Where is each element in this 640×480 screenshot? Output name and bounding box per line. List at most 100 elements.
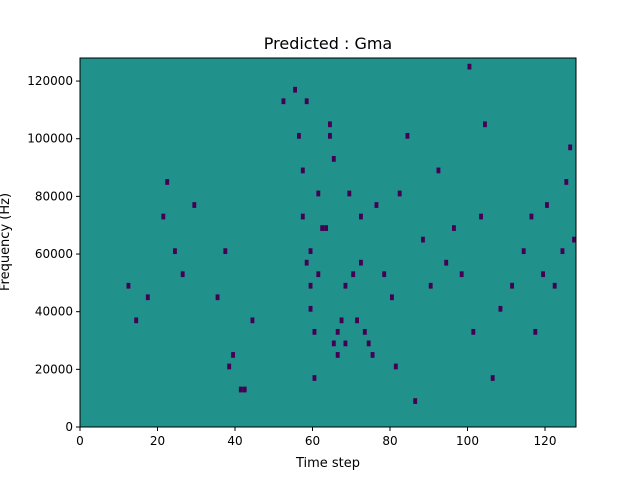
heatmap-cell xyxy=(266,98,270,105)
heatmap-cell xyxy=(293,86,297,93)
heatmap-cell xyxy=(362,328,367,335)
heatmap-cell xyxy=(328,132,332,139)
y-axis: 0 20000 40000 60000 80000 100000 120000 xyxy=(27,74,80,434)
heatmap-cell xyxy=(258,225,263,231)
heatmap-cell xyxy=(463,294,468,301)
y-tick-label: 120000 xyxy=(27,74,73,88)
heatmap-cell xyxy=(471,328,476,335)
heatmap-cell xyxy=(444,259,449,266)
heatmap-cell xyxy=(308,248,313,255)
plot-area xyxy=(79,57,577,428)
heatmap-cell xyxy=(281,213,286,220)
heatmap-cell xyxy=(165,179,170,185)
heatmap-cell xyxy=(312,271,317,278)
heatmap-cell xyxy=(564,179,569,185)
heatmap-cell xyxy=(169,363,173,370)
heatmap-cell xyxy=(331,156,336,162)
heatmap-cell xyxy=(324,305,328,312)
heatmap-cell xyxy=(467,63,472,70)
heatmap-cell xyxy=(541,271,545,278)
heatmap-cell xyxy=(343,230,348,237)
heatmap-cell xyxy=(297,144,301,151)
heatmap-cell xyxy=(568,144,573,151)
heatmap-cell xyxy=(343,340,348,347)
heatmap-cell xyxy=(328,121,332,128)
heatmap-cell xyxy=(359,259,363,266)
heatmap-cell xyxy=(258,363,263,370)
heatmap-cell xyxy=(273,144,278,151)
x-axis-label: Time step xyxy=(295,456,360,471)
heatmap-cell xyxy=(552,282,557,289)
heatmap-cell xyxy=(308,190,313,197)
heatmap-cell xyxy=(320,225,325,231)
x-tick-label: 20 xyxy=(150,434,165,448)
x-tick-label: 80 xyxy=(382,434,397,448)
heatmap-cell xyxy=(304,259,309,266)
heatmap-cell xyxy=(316,271,321,278)
heatmap-cell xyxy=(308,167,313,174)
heatmap-cell xyxy=(304,98,309,105)
x-axis: 0 20 40 60 80 100 120 xyxy=(76,427,556,448)
heatmap-cell xyxy=(486,248,491,255)
heatmap-cell xyxy=(293,179,297,185)
heatmap-cell xyxy=(285,352,290,358)
heatmap-cell xyxy=(351,271,356,278)
heatmap-cell xyxy=(359,213,363,220)
heatmap-background xyxy=(80,58,576,427)
heatmap-cell xyxy=(250,259,255,266)
heatmap-cell xyxy=(312,167,317,174)
heatmap-cell xyxy=(339,317,344,324)
heatmap-cell xyxy=(316,190,321,197)
heatmap-cell xyxy=(308,305,313,312)
heatmap-cell xyxy=(258,409,263,416)
heatmap-cell xyxy=(316,282,321,289)
heatmap-cell xyxy=(277,363,282,370)
y-axis-label: Frequency (Hz) xyxy=(0,193,13,291)
heatmap-cell xyxy=(355,317,359,324)
heatmap-cell xyxy=(510,282,514,289)
heatmap-cell xyxy=(277,225,282,231)
heatmap-cell xyxy=(517,305,522,312)
heatmap-cell xyxy=(304,375,309,381)
heatmap-cell xyxy=(560,248,565,255)
heatmap-cell xyxy=(312,328,317,335)
x-tick-label: 60 xyxy=(305,434,320,448)
heatmap-cell xyxy=(440,63,445,70)
heatmap-cell xyxy=(304,236,309,243)
heatmap-cell xyxy=(297,132,301,139)
heatmap-cell xyxy=(300,167,305,174)
heatmap-cell xyxy=(405,132,410,139)
heatmap-cell xyxy=(413,398,418,404)
heatmap-cell xyxy=(262,398,266,404)
heatmap-cell xyxy=(180,271,185,278)
heatmap-cell xyxy=(436,167,441,174)
heatmap-cell xyxy=(459,271,464,278)
heatmap-cell xyxy=(347,230,352,237)
heatmap-cell xyxy=(126,282,131,289)
heatmap-cell xyxy=(250,317,255,324)
heatmap-cell xyxy=(266,144,270,151)
heatmap-cell xyxy=(382,271,387,278)
heatmap-cells xyxy=(126,63,576,416)
heatmap-cell xyxy=(483,121,487,128)
heatmap-cell xyxy=(347,190,352,197)
heatmap-cell xyxy=(421,236,425,243)
x-tick-label: 40 xyxy=(227,434,242,448)
heatmap-cell xyxy=(324,225,328,231)
heatmap-cell xyxy=(378,294,383,301)
heatmap-cell xyxy=(343,282,348,289)
heatmap-cell xyxy=(506,259,511,266)
heatmap-cell xyxy=(269,386,274,393)
heatmap-cell xyxy=(362,248,367,255)
heatmap-cell xyxy=(498,305,503,312)
heatmap-cell xyxy=(304,202,309,208)
y-tick-label: 60000 xyxy=(35,247,73,261)
y-tick-label: 40000 xyxy=(35,305,73,319)
heatmap-cell xyxy=(498,167,503,174)
heatmap-cell xyxy=(300,213,305,220)
heatmap-cell xyxy=(331,340,336,347)
heatmap-cell xyxy=(428,282,433,289)
heatmap-cell xyxy=(397,86,402,93)
heatmap-cell xyxy=(262,98,266,105)
heatmap-cell xyxy=(521,248,526,255)
